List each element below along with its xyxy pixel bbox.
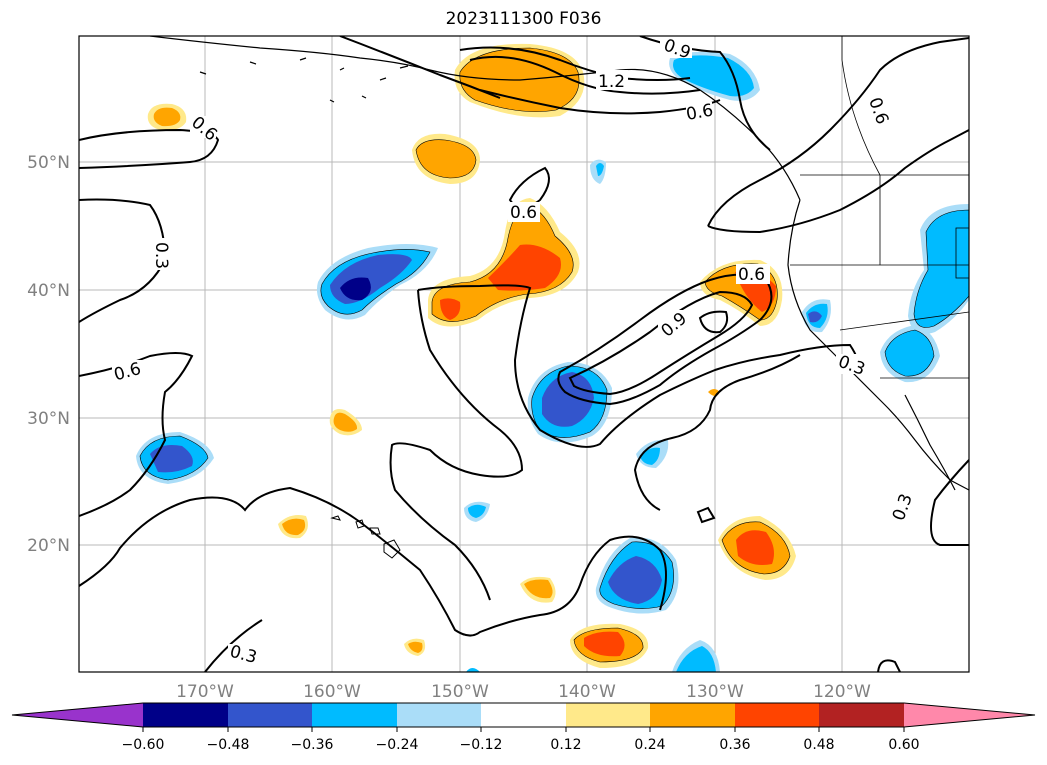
lat-axis-labels: 50°N 40°N 30°N 20°N [27, 153, 70, 556]
state-borders [790, 36, 969, 379]
colorbar-segment [481, 703, 566, 727]
colorbar: −0.60 −0.48 −0.36 −0.24 −0.12 0.12 0.24 … [11, 702, 1036, 753]
lon-label: 150°W [431, 682, 489, 702]
colorbar-segment [312, 703, 397, 727]
map-frame [78, 35, 970, 673]
lon-label: 140°W [558, 682, 616, 702]
colorbar-segment [143, 703, 228, 727]
colorbar-tick-label: −0.36 [291, 737, 334, 753]
anomaly-fills [136, 43, 969, 672]
colorbar-tick-label: −0.24 [376, 737, 419, 753]
colorbar-tick-label: 0.60 [888, 737, 919, 753]
contour-label: 0.6 [738, 265, 765, 285]
contour-lines [79, 36, 969, 672]
colorbar-segment [566, 703, 650, 727]
colorbar-tick-label: 0.24 [634, 737, 665, 753]
contour-label: 0.6 [685, 101, 715, 125]
colorbar-tick-label: 0.48 [803, 737, 834, 753]
lon-label: 120°W [813, 682, 871, 702]
lon-label: 170°W [176, 682, 234, 702]
lat-label: 20°N [27, 536, 70, 556]
contour-label: 0.6 [510, 203, 537, 223]
lat-label: 50°N [27, 153, 70, 173]
contour-label: 1.2 [598, 72, 625, 92]
colorbar-tick-label: 0.12 [550, 737, 581, 753]
map-title: 2023111300 F036 [445, 9, 602, 29]
colorbar-tick-label: 0.36 [719, 737, 750, 753]
lat-label: 30°N [27, 409, 70, 429]
colorbar-tick-label: −0.12 [460, 737, 503, 753]
lat-label: 40°N [27, 281, 70, 301]
colorbar-segment [397, 703, 481, 727]
colorbar-tick-label: −0.60 [122, 737, 165, 753]
colorbar-tick-label: −0.48 [207, 737, 250, 753]
lon-label: 130°W [686, 682, 744, 702]
colorbar-segment [12, 703, 143, 727]
map-background [79, 36, 969, 672]
contour-label: 0.3 [151, 242, 171, 269]
lon-axis-labels: 170°W 160°W 150°W 140°W 130°W 120°W [176, 682, 871, 702]
colorbar-segment [650, 703, 735, 727]
colorbar-segment [735, 703, 819, 727]
lon-label: 160°W [303, 682, 361, 702]
colorbar-segment [904, 703, 1035, 727]
colorbar-segment [228, 703, 312, 727]
colorbar-segment [819, 703, 904, 727]
